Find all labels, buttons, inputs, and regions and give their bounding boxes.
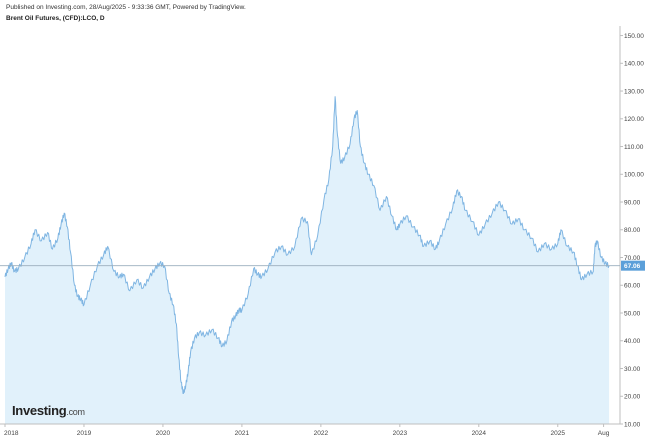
logo-text: Investing <box>12 403 67 418</box>
y-tick-label: 90.00 <box>624 199 641 206</box>
y-tick-label: 120.00 <box>624 116 644 123</box>
y-tick-label: 40.00 <box>624 338 641 345</box>
x-tick-label: Aug <box>598 430 610 437</box>
x-tick-label: 2019 <box>77 430 92 437</box>
y-tick-label: 20.00 <box>624 394 641 401</box>
y-tick-label: 110.00 <box>624 144 644 151</box>
y-tick-label: 50.00 <box>624 310 641 317</box>
price-layer: 67.06 <box>0 260 645 271</box>
y-tick-label: 80.00 <box>624 227 641 234</box>
investing-logo: Investing.com <box>12 403 85 418</box>
published-info: Published on Investing.com, 28/Aug/2025 … <box>6 4 246 11</box>
y-tick-label: 10.00 <box>624 421 641 428</box>
logo-suffix: .com <box>66 407 85 417</box>
chart-symbol-title: Brent Oil Futures, (CFD):LCO, D <box>6 15 105 22</box>
area-fill <box>5 96 610 424</box>
y-tick-label: 140.00 <box>624 61 644 68</box>
y-tick-label: 150.00 <box>624 33 644 40</box>
x-tick-label: 2018 <box>4 430 19 437</box>
x-tick-label: 2024 <box>472 430 487 437</box>
last-price-label: 67.06 <box>624 263 641 270</box>
x-tick-label: 2021 <box>235 430 250 437</box>
x-tick-label: 2025 <box>551 430 566 437</box>
last-price-label-bg <box>621 260 645 271</box>
axis-layer: 150.00 140.00 130.00 120.00 110.00 100.00 90.0… <box>0 26 644 437</box>
x-tick-label: 2023 <box>393 430 408 437</box>
x-tick-label: 2022 <box>314 430 329 437</box>
y-tick-label: 130.00 <box>624 88 644 95</box>
series-line <box>4 96 610 394</box>
y-tick-label: 60.00 <box>624 283 641 290</box>
area-layer <box>4 96 610 424</box>
y-tick-label: 30.00 <box>624 366 641 373</box>
x-tick-label: 2020 <box>156 430 171 437</box>
y-tick-label: 100.00 <box>624 172 644 179</box>
y-tick-label: 70.00 <box>624 255 641 262</box>
